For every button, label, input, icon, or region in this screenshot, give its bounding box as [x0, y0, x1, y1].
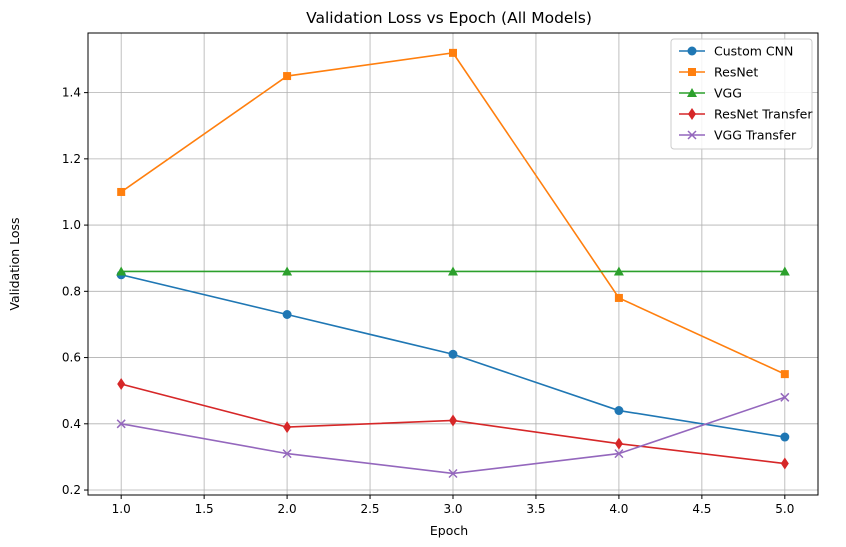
- data-point-custom-cnn: [614, 406, 624, 416]
- data-point-resnet-transfer: [780, 457, 789, 470]
- x-tick-label: 1.5: [195, 502, 214, 516]
- legend-item-custom-cnn: Custom CNN: [679, 44, 793, 59]
- legend-label: Custom CNN: [714, 44, 793, 59]
- data-point-resnet-transfer: [449, 414, 457, 427]
- series-resnet: [117, 48, 789, 379]
- legend-label: ResNet Transfer: [714, 107, 813, 122]
- data-point-vgg-transfer: [614, 449, 624, 459]
- legend-label: VGG Transfer: [714, 128, 797, 143]
- axis-ticks: 1.0 1.5 2.0 2.5 3.0 3.5 4.0 4.5 5.0 0.2 0.4 0.6 0.8 1…: [62, 86, 794, 516]
- data-point-resnet: [117, 187, 126, 196]
- data-point-vgg-transfer: [282, 449, 292, 459]
- x-tick-label: 4.5: [692, 502, 711, 516]
- data-point-resnet-transfer: [283, 421, 292, 434]
- data-point-vgg-transfer: [780, 392, 790, 402]
- data-point-custom-cnn: [448, 349, 458, 359]
- y-tick-label: 0.6: [62, 351, 81, 365]
- x-tick-label: 4.0: [609, 502, 628, 516]
- legend-marker: [687, 88, 697, 97]
- legend-item-vgg-transfer: VGG Transfer: [679, 128, 797, 143]
- x-axis-label: Epoch: [430, 523, 468, 538]
- x-tick-label: 3.0: [443, 502, 462, 516]
- y-tick-label: 0.2: [62, 483, 81, 497]
- legend-item-vgg: VGG: [679, 86, 742, 101]
- x-tick-label: 3.5: [526, 502, 545, 516]
- data-point-resnet-transfer: [614, 437, 623, 450]
- data-point-resnet: [449, 48, 457, 57]
- legend-label: VGG: [714, 86, 742, 101]
- data-point-vgg: [116, 266, 127, 276]
- legend-box: [670, 38, 813, 150]
- x-tick-label: 2.5: [360, 502, 379, 516]
- data-point-resnet-transfer: [117, 378, 126, 391]
- series-vgg: [116, 266, 790, 276]
- legend-marker: [688, 108, 696, 120]
- data-point-vgg: [613, 266, 624, 276]
- x-tick-label: 2.0: [278, 502, 297, 516]
- y-axis-label: Validation Loss: [7, 217, 22, 310]
- data-point-custom-cnn: [282, 310, 292, 320]
- grid: [88, 33, 818, 495]
- data-point-resnet: [614, 293, 623, 302]
- data-point-vgg-transfer: [448, 468, 458, 479]
- legend-item-resnet: ResNet: [679, 65, 758, 80]
- legend-marker: [687, 130, 697, 140]
- data-point-vgg: [282, 266, 293, 276]
- y-tick-label: 1.4: [62, 86, 81, 100]
- y-tick-label: 0.8: [62, 284, 81, 298]
- series-resnet-transfer: [117, 378, 789, 470]
- x-tick-label: 5.0: [775, 502, 794, 516]
- data-point-custom-cnn: [780, 432, 790, 442]
- data-point-vgg: [779, 266, 790, 276]
- legend: Custom CNN ResNet VGG ResNet Transfer VGG Tr…: [670, 38, 813, 150]
- x-tick-label: 1.0: [112, 502, 131, 516]
- data-point-resnet: [780, 370, 789, 379]
- data-point-vgg: [448, 266, 458, 276]
- series-vgg-transfer: [116, 392, 790, 479]
- y-tick-label: 1.0: [62, 218, 81, 232]
- data-point-resnet: [283, 72, 292, 81]
- y-tick-label: 1.2: [62, 152, 81, 166]
- legend-marker: [687, 46, 697, 56]
- chart-title: Validation Loss vs Epoch (All Models): [306, 9, 592, 27]
- y-tick-label: 0.4: [62, 417, 81, 431]
- data-point-vgg-transfer: [116, 419, 126, 429]
- series-layer: [116, 48, 790, 479]
- legend-item-resnet-transfer: ResNet Transfer: [679, 107, 813, 122]
- legend-marker: [688, 68, 696, 76]
- legend-label: ResNet: [714, 65, 758, 80]
